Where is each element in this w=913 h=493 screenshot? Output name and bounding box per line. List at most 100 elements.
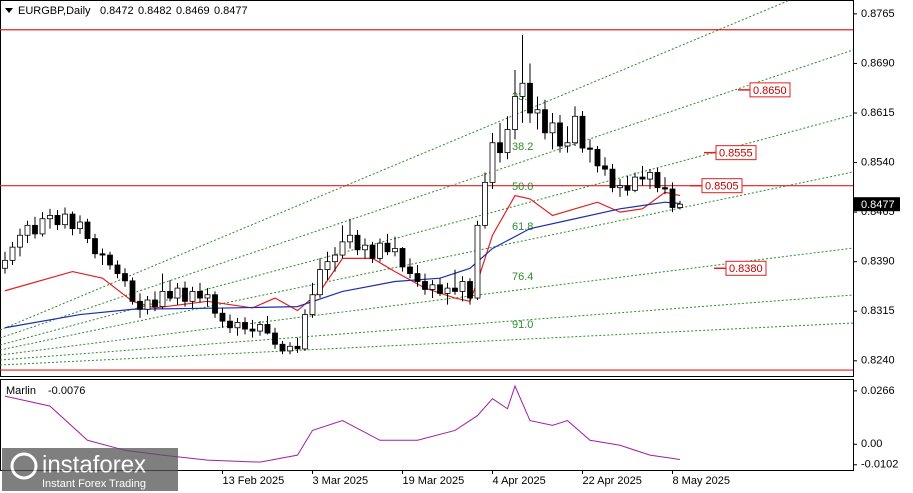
candle-body	[24, 224, 31, 236]
moving-average	[4, 201, 681, 329]
price-label-box	[701, 178, 743, 194]
close: 0.8477	[214, 5, 248, 17]
candle-body	[204, 294, 211, 299]
candle-body	[182, 287, 188, 302]
candle-body	[174, 287, 181, 299]
candle-body	[189, 291, 196, 302]
candle-body	[159, 291, 166, 308]
candle-body	[354, 234, 361, 251]
candle-body	[407, 266, 413, 274]
candle-body	[339, 241, 346, 256]
candle-body	[324, 261, 331, 271]
candle-body	[227, 320, 233, 329]
candle-body	[32, 224, 38, 235]
candle-body	[242, 322, 248, 330]
candle-body	[497, 142, 503, 154]
candle-body	[377, 242, 383, 259]
candle-body	[362, 244, 368, 251]
x-tick-label: 13 Feb 2025	[223, 475, 285, 487]
header: EURGBP,Daily 0.8472 0.8482 0.8469 0.8477	[5, 5, 248, 17]
candle-body	[122, 273, 128, 282]
y-tick-label: 0.8690	[861, 57, 895, 69]
y-tick-label: 0.0266	[861, 385, 895, 397]
watermark: instaforex Instant Forex Trading	[2, 448, 178, 491]
fan-line	[0, 247, 854, 356]
candle-body	[489, 142, 496, 183]
candle-body	[519, 82, 526, 97]
price-label-box	[725, 260, 767, 276]
candle-body	[392, 248, 398, 253]
candle-body	[572, 115, 578, 144]
price-label: 0.8380	[729, 263, 763, 275]
candle-body	[309, 294, 316, 315]
price-label: 0.8650	[753, 85, 787, 97]
indicator-name: Marlin	[6, 385, 36, 397]
candle-body	[129, 280, 136, 302]
candle-body	[677, 203, 683, 208]
candle-body	[84, 221, 91, 239]
candle-body	[437, 284, 443, 294]
candle-body	[662, 187, 668, 190]
candle-body	[257, 324, 263, 332]
x-tick-label: 8 May 2025	[673, 475, 730, 487]
candle-body	[459, 281, 466, 292]
fib-label: 50.0	[512, 181, 533, 193]
high: 0.8482	[138, 5, 172, 17]
candle-body	[99, 253, 106, 256]
candle-body	[47, 215, 53, 220]
low: 0.8469	[176, 5, 210, 17]
candle-body	[429, 284, 436, 290]
candle-body	[557, 122, 563, 147]
candle-body	[92, 238, 98, 255]
candle-body	[669, 188, 676, 208]
x-tick-label: 22 Apr 2025	[583, 475, 642, 487]
indicator-value: -0.0076	[48, 385, 85, 397]
candle-body	[632, 176, 638, 191]
candle-body	[249, 328, 256, 332]
candle-body	[602, 165, 608, 170]
candle-body	[17, 234, 23, 248]
candle-body	[587, 147, 593, 150]
y-tick-label: 0.00	[861, 438, 882, 450]
candle-body	[542, 109, 548, 134]
candle-body	[512, 96, 518, 130]
fan-line	[0, 171, 854, 351]
fan-line	[0, 0, 791, 331]
candle-body	[467, 281, 473, 299]
candle-body	[152, 299, 158, 308]
y-tick-label: 0.8315	[861, 305, 895, 317]
x-tick-label: 4 Apr 2025	[493, 475, 546, 487]
candle-body	[609, 168, 616, 189]
candle-body	[474, 224, 481, 299]
candle-body	[264, 324, 271, 334]
candle-body	[482, 181, 488, 226]
candle-body	[212, 294, 218, 314]
candle-body	[137, 300, 143, 310]
y-tick-label: -0.0102	[861, 459, 898, 471]
candle-body	[234, 322, 241, 329]
candle-body	[167, 291, 173, 299]
candle-body	[77, 221, 83, 230]
candle-body	[69, 213, 76, 230]
candle-body	[54, 215, 61, 226]
price-label-box	[749, 82, 791, 98]
candle-body	[107, 254, 113, 266]
candle-body	[579, 115, 586, 149]
fan-line	[0, 294, 854, 361]
y-tick-label: 0.8765	[861, 8, 895, 20]
candle-body	[302, 314, 308, 350]
fib-label: 76.4	[512, 271, 533, 283]
candle-body	[219, 312, 226, 322]
candle-body	[9, 246, 16, 261]
candle-body	[594, 148, 601, 167]
candle-body	[399, 248, 406, 268]
price-label: 0.8555	[719, 148, 753, 160]
candle-body	[287, 345, 293, 352]
y-tick-label: 0.8540	[861, 156, 895, 168]
candle-body	[504, 129, 511, 154]
y-tick-label: 0.8240	[861, 355, 895, 367]
candle-body	[279, 343, 286, 352]
watermark-tagline: Instant Forex Trading	[42, 478, 146, 490]
candle-body	[144, 299, 151, 310]
